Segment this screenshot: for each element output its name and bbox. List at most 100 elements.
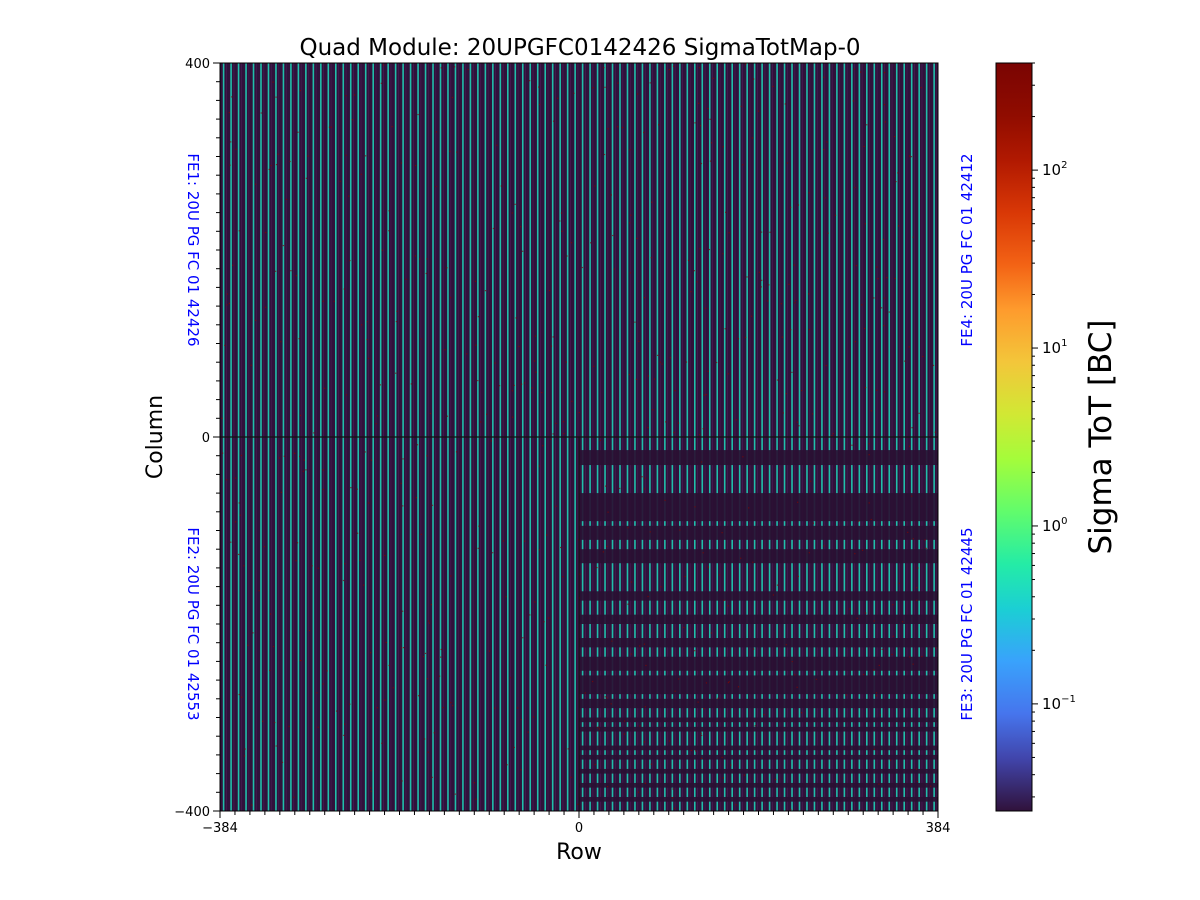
hot-pixel: [356, 488, 358, 490]
hot-pixel: [826, 141, 828, 143]
hot-pixel: [395, 372, 397, 374]
hot-pixel: [727, 681, 730, 684]
hot-pixel: [350, 487, 352, 489]
hot-pixel: [238, 553, 240, 556]
hot-pixel: [299, 659, 301, 662]
hot-pixel: [299, 455, 301, 458]
hot-pixel: [477, 379, 479, 382]
hot-pixel: [911, 427, 913, 429]
fe3-band: [579, 726, 938, 732]
hot-pixel: [610, 194, 613, 196]
hot-pixel: [908, 346, 910, 348]
x-tick-label: −384: [202, 821, 238, 836]
hot-pixel: [790, 329, 792, 331]
fe3-band: [579, 493, 938, 522]
hot-pixel: [360, 173, 362, 175]
hot-pixel: [794, 674, 796, 676]
hot-pixel: [628, 373, 630, 376]
hot-pixel: [429, 412, 431, 415]
hot-pixel: [594, 185, 596, 187]
hot-pixel: [684, 575, 686, 578]
hot-pixel: [565, 361, 567, 363]
hot-pixel: [562, 421, 565, 423]
hot-pixel: [298, 338, 300, 340]
hot-pixel: [475, 344, 477, 346]
hot-pixel: [657, 354, 659, 356]
hot-pixel: [679, 529, 681, 531]
fe3-band: [579, 525, 938, 540]
hot-pixel: [401, 647, 403, 649]
x-minor-ticks: [234, 811, 924, 815]
hot-pixel: [414, 255, 417, 257]
hot-pixel: [812, 522, 815, 524]
heatmap: [219, 62, 939, 812]
hot-pixel: [299, 89, 301, 92]
hot-pixel: [299, 414, 302, 417]
hot-pixel: [634, 321, 636, 323]
hot-pixel: [366, 321, 368, 323]
hot-pixel: [742, 456, 744, 458]
hot-pixel: [343, 723, 346, 725]
hot-pixel: [523, 382, 525, 384]
hot-pixel: [768, 284, 770, 286]
hot-pixel: [856, 617, 858, 619]
hot-pixel: [234, 477, 237, 479]
hot-pixel: [240, 454, 243, 457]
hot-pixel: [579, 573, 581, 575]
hot-pixel: [513, 384, 515, 387]
hot-pixel: [592, 680, 594, 683]
hot-pixel: [570, 242, 573, 244]
hot-pixel: [243, 565, 245, 567]
hot-pixel: [697, 701, 699, 703]
hot-pixel: [701, 734, 703, 737]
hot-pixel: [710, 632, 712, 634]
hot-pixel: [800, 712, 803, 714]
hot-pixel: [559, 220, 561, 222]
hot-pixel: [229, 164, 231, 166]
hot-pixel: [605, 485, 607, 487]
hot-pixel: [488, 650, 491, 652]
hot-pixel: [827, 232, 829, 234]
hot-pixel: [232, 264, 234, 266]
hot-pixel: [235, 521, 237, 523]
hot-pixel: [904, 360, 906, 362]
hot-pixel: [612, 234, 614, 237]
hot-pixel: [751, 137, 753, 139]
hot-pixel: [514, 203, 516, 205]
hot-pixel: [307, 155, 309, 157]
hot-pixel: [402, 458, 404, 460]
hot-pixel: [908, 155, 911, 157]
hot-pixel: [474, 280, 477, 283]
hot-pixel: [440, 648, 442, 651]
hot-pixel: [652, 409, 654, 411]
hot-pixel: [560, 212, 563, 214]
hot-pixel: [810, 480, 812, 482]
hot-pixel: [644, 477, 646, 479]
hot-pixel: [888, 311, 890, 313]
hot-pixel: [629, 222, 631, 224]
hot-pixel: [786, 162, 789, 164]
hot-pixel: [477, 547, 479, 549]
hot-pixel: [400, 162, 403, 164]
hot-pixel: [752, 561, 754, 563]
hot-pixel: [555, 422, 557, 425]
hot-pixel: [527, 731, 529, 733]
hot-pixel: [791, 661, 793, 663]
hot-pixel: [721, 532, 723, 534]
hot-pixel: [630, 581, 633, 583]
hot-pixel: [638, 340, 640, 342]
hot-pixel: [854, 341, 857, 343]
hot-pixel: [694, 122, 696, 124]
hot-pixel: [647, 595, 649, 598]
hot-pixel: [672, 788, 674, 790]
hot-pixel: [535, 371, 537, 373]
hot-pixel: [440, 67, 442, 69]
hot-pixel: [723, 599, 725, 601]
hot-pixel: [884, 121, 887, 123]
hot-pixel: [492, 227, 494, 230]
hot-pixel: [382, 64, 385, 66]
hot-pixel: [894, 135, 896, 138]
hot-pixel: [627, 603, 629, 605]
hot-pixel: [745, 63, 747, 65]
